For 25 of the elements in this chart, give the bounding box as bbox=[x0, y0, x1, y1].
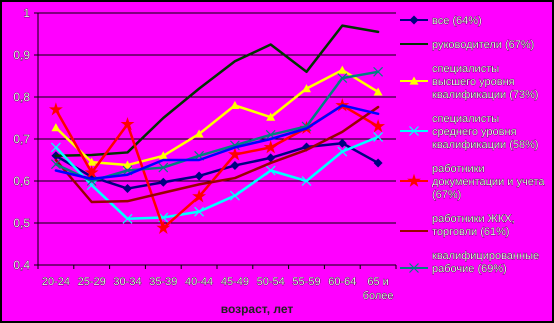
x-tick-label: 65 и более bbox=[362, 276, 394, 302]
x-tick-label: 30-34 bbox=[113, 276, 142, 288]
legend-label: все (64%) bbox=[432, 14, 482, 27]
x-tick-label: 20-24 bbox=[42, 276, 70, 288]
legend-label: руководители (67%) bbox=[432, 38, 534, 51]
legend-label: специалисты среднего уровня квалификации (58%) bbox=[432, 112, 539, 151]
x-tick-label: 25-29 bbox=[78, 276, 106, 288]
x-axis-title: возраст, лет bbox=[220, 302, 294, 316]
x-tick-label: 45-49 bbox=[220, 276, 249, 288]
y-tick-label: 0,8 bbox=[13, 90, 30, 104]
legend-label: работники ЖКХ, торговли (61%) bbox=[432, 212, 515, 238]
x-tick-label: 40-44 bbox=[185, 276, 214, 288]
y-tick-label: 0,4 bbox=[13, 258, 30, 272]
y-tick-label: 1 bbox=[23, 6, 30, 20]
x-tick-label: 50-54 bbox=[256, 276, 285, 288]
y-tick-label: 0,5 bbox=[13, 216, 30, 230]
y-tick-label: 0,6 bbox=[13, 174, 30, 188]
x-tick-label: 55-59 bbox=[292, 276, 321, 288]
y-tick-label: 0,7 bbox=[13, 132, 30, 146]
legend-label: работники документации и учета (67%) bbox=[432, 162, 546, 201]
y-tick-label: 0,9 bbox=[13, 48, 30, 62]
x-tick-label: 60-64 bbox=[328, 276, 356, 288]
x-tick-label: 35-39 bbox=[149, 276, 178, 288]
legend-label: специалисты высшего уровня квалификации (73%) bbox=[432, 62, 539, 101]
legend-label: квалифицированные рабочие (69%) bbox=[432, 250, 540, 275]
